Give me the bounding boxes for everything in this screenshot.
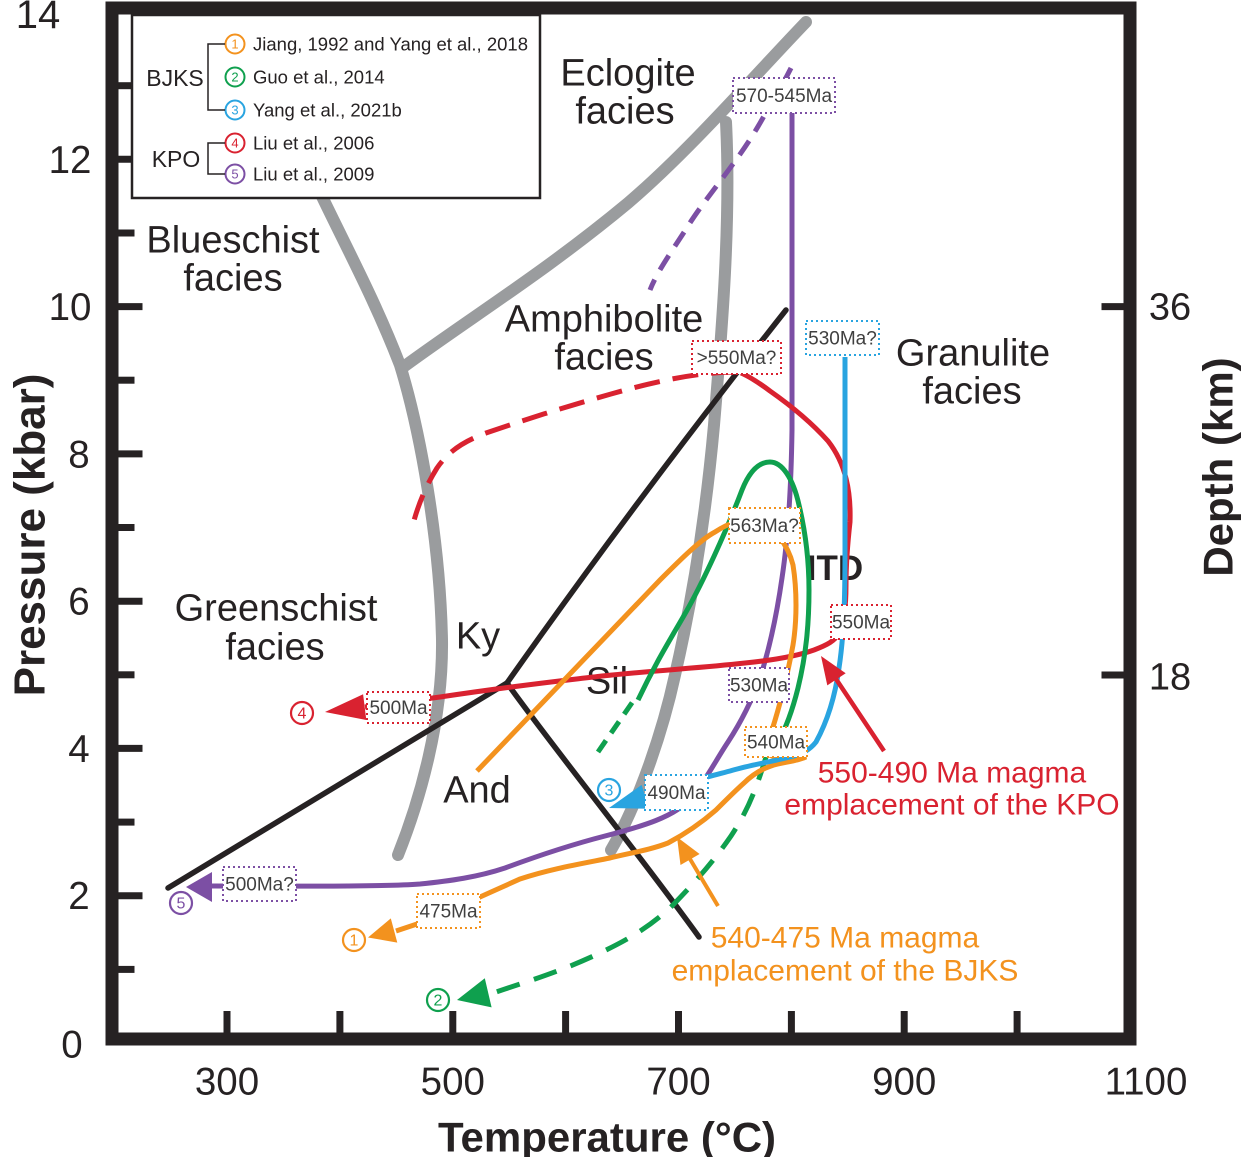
svg-text:2: 2 — [434, 993, 443, 1010]
svg-text:emplacement of the BJKS: emplacement of the BJKS — [672, 955, 1019, 988]
svg-text:Liu et al., 2006: Liu et al., 2006 — [253, 133, 374, 154]
svg-text:300: 300 — [195, 1061, 259, 1104]
svg-text:Sil: Sil — [586, 660, 628, 702]
svg-text:>550Ma?: >550Ma? — [697, 348, 777, 369]
svg-text:facies: facies — [225, 626, 324, 668]
svg-text:Yang et al., 2021b: Yang et al., 2021b — [253, 100, 402, 121]
svg-text:12: 12 — [49, 139, 92, 182]
svg-text:BJKS: BJKS — [146, 65, 204, 91]
svg-text:2: 2 — [68, 875, 89, 918]
svg-text:2: 2 — [231, 70, 238, 85]
svg-text:5: 5 — [177, 896, 186, 913]
svg-text:8: 8 — [68, 433, 89, 476]
svg-text:facies: facies — [922, 370, 1021, 412]
svg-text:14: 14 — [16, 0, 61, 37]
svg-text:3: 3 — [231, 103, 238, 118]
svg-text:Greenschist: Greenschist — [175, 587, 378, 629]
svg-text:6: 6 — [68, 581, 89, 624]
svg-text:540-475 Ma magma: 540-475 Ma magma — [711, 922, 980, 955]
svg-text:475Ma: 475Ma — [419, 902, 478, 923]
svg-text:ITD: ITD — [807, 549, 863, 588]
svg-text:4: 4 — [68, 728, 89, 771]
svg-text:10: 10 — [49, 286, 92, 329]
svg-text:36: 36 — [1149, 286, 1191, 328]
svg-text:550-490 Ma magma: 550-490 Ma magma — [818, 757, 1087, 790]
svg-text:3: 3 — [605, 783, 614, 800]
svg-text:Granulite: Granulite — [896, 332, 1050, 374]
svg-text:facies: facies — [575, 90, 674, 132]
svg-text:563Ma?: 563Ma? — [730, 516, 799, 537]
svg-text:550Ma: 550Ma — [832, 613, 891, 634]
svg-text:Ky: Ky — [456, 615, 500, 657]
svg-text:emplacement of the KPO: emplacement of the KPO — [784, 789, 1119, 822]
svg-text:And: And — [443, 769, 511, 811]
svg-text:4: 4 — [298, 706, 307, 723]
svg-text:0: 0 — [61, 1024, 82, 1067]
svg-text:530Ma?: 530Ma? — [808, 329, 877, 350]
svg-text:18: 18 — [1149, 656, 1191, 698]
svg-text:1: 1 — [350, 933, 359, 950]
svg-text:facies: facies — [183, 257, 282, 299]
svg-text:Pressure (kbar): Pressure (kbar) — [5, 374, 54, 697]
svg-text:Liu et al., 2009: Liu et al., 2009 — [253, 164, 374, 185]
svg-text:1100: 1100 — [1105, 1061, 1188, 1104]
svg-text:540Ma: 540Ma — [747, 733, 806, 754]
svg-text:490Ma: 490Ma — [647, 783, 706, 804]
svg-text:570-545Ma: 570-545Ma — [736, 86, 833, 107]
svg-text:Eclogite: Eclogite — [560, 52, 695, 94]
svg-text:500: 500 — [421, 1061, 485, 1104]
svg-text:Jiang, 1992 and Yang et al., 2: Jiang, 1992 and Yang et al., 2018 — [253, 34, 528, 55]
svg-text:Temperature (°C): Temperature (°C) — [438, 1114, 776, 1157]
svg-text:KPO: KPO — [152, 146, 201, 172]
svg-text:500Ma?: 500Ma? — [225, 875, 294, 896]
svg-text:Blueschist: Blueschist — [146, 219, 320, 261]
svg-text:900: 900 — [872, 1061, 936, 1104]
svg-text:700: 700 — [646, 1061, 710, 1104]
svg-text:Depth (km): Depth (km) — [1195, 357, 1242, 576]
svg-text:4: 4 — [231, 136, 238, 151]
svg-text:530Ma: 530Ma — [730, 676, 789, 697]
svg-text:1: 1 — [231, 37, 238, 52]
svg-text:facies: facies — [554, 336, 653, 378]
svg-text:Guo et al., 2014: Guo et al., 2014 — [253, 67, 385, 88]
svg-text:500Ma: 500Ma — [369, 698, 428, 719]
svg-text:Amphibolite: Amphibolite — [505, 298, 704, 340]
svg-text:5: 5 — [231, 167, 238, 182]
